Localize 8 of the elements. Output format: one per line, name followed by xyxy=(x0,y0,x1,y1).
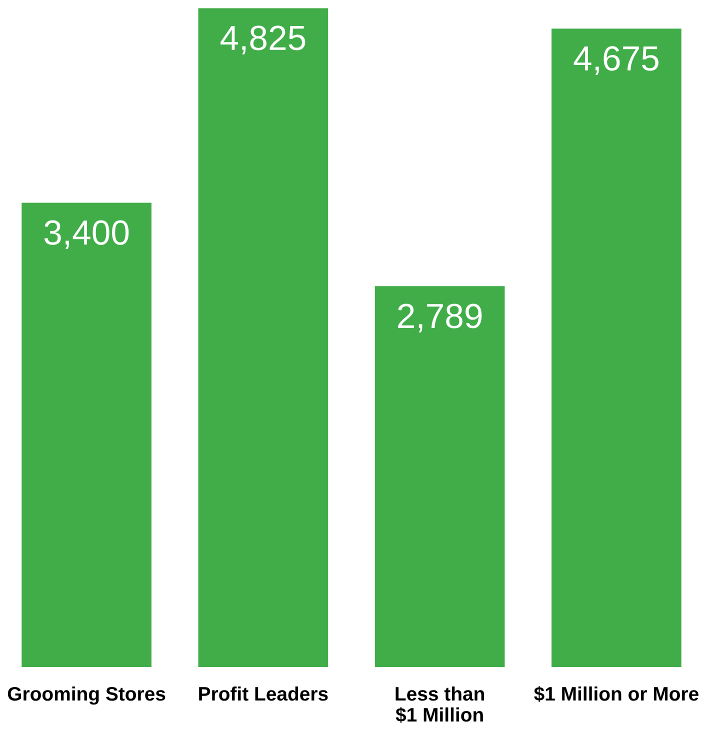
x-tick-label: Grooming Stores xyxy=(8,686,166,705)
data-label: 4,825 xyxy=(220,26,306,54)
x-tick-label: Profit Leaders xyxy=(199,686,328,701)
x-tick-label: Less than $1 Million xyxy=(396,686,484,723)
data-label: 4,675 xyxy=(574,46,658,75)
data-label: 2,789 xyxy=(398,304,482,332)
x-tick-label: $1 Million or More xyxy=(534,686,698,702)
data-label: 3,400 xyxy=(44,220,129,249)
